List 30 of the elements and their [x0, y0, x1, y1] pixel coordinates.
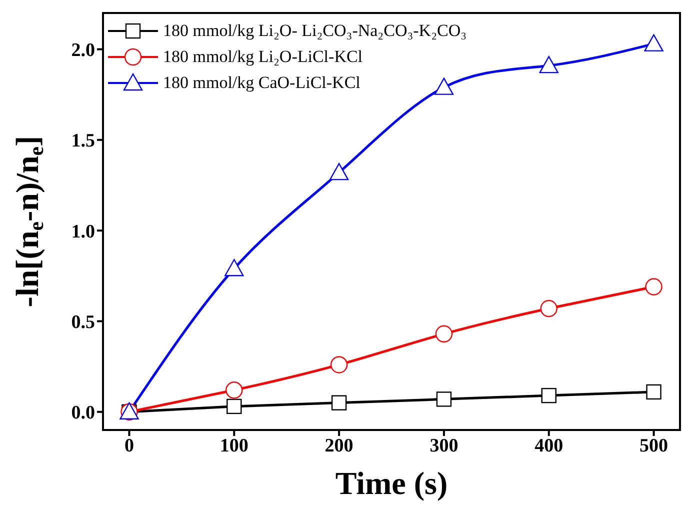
point: [224, 259, 244, 276]
point: [645, 278, 662, 296]
y-tick-label: 1.0: [71, 221, 95, 242]
legend-label: 180 mmol/kg Li₂O-LiCl-KCl: [163, 46, 363, 68]
point: [646, 384, 662, 400]
y-tick-label: 0.5: [71, 312, 95, 333]
point: [644, 34, 664, 52]
point: [435, 325, 453, 343]
point: [330, 356, 348, 374]
y-tick-label: 0.0: [71, 402, 95, 424]
x-tick-label: 100: [220, 435, 248, 456]
point: [540, 300, 558, 318]
point: [539, 56, 558, 74]
x-tick-label: 300: [430, 435, 458, 456]
point: [541, 388, 556, 404]
point: [226, 398, 242, 414]
x-tick-label: 0: [124, 435, 134, 456]
point: [329, 162, 349, 180]
point: [331, 395, 347, 410]
x-axis-title: Time (s): [335, 465, 448, 501]
legend-label: 180 mmol/kg Li₂O- Li₂CO₃-Na₂CO₃-K₂CO₃: [163, 20, 467, 42]
point: [226, 382, 243, 399]
x-tick-label: 500: [640, 435, 668, 456]
point: [434, 78, 454, 95]
y-tick-label: 1.5: [71, 130, 95, 152]
legend-label: 180 mmol/kg CaO-LiCl-KCl: [163, 72, 360, 94]
x-tick-label: 200: [324, 435, 354, 456]
point: [436, 392, 452, 407]
x-tick-label: 400: [534, 435, 564, 456]
y-tick-label: 2.0: [71, 40, 95, 62]
